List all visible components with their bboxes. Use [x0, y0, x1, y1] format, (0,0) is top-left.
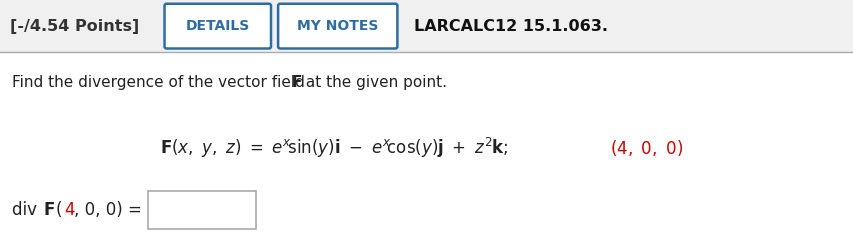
FancyBboxPatch shape	[148, 191, 256, 229]
Text: Find the divergence of the vector field: Find the divergence of the vector field	[12, 75, 310, 90]
Text: (: (	[56, 201, 62, 219]
Text: $(4,\ 0,\ 0)$: $(4,\ 0,\ 0)$	[609, 138, 682, 158]
FancyBboxPatch shape	[165, 4, 270, 49]
Text: , 0, 0) =: , 0, 0) =	[74, 201, 142, 219]
Text: div: div	[12, 201, 42, 219]
Text: MY NOTES: MY NOTES	[297, 19, 378, 33]
Text: at the given point.: at the given point.	[300, 75, 446, 90]
Text: DETAILS: DETAILS	[185, 19, 250, 33]
Text: $\mathbf{F}$: $\mathbf{F}$	[43, 201, 55, 219]
FancyBboxPatch shape	[0, 0, 853, 52]
Text: LARCALC12 15.1.063.: LARCALC12 15.1.063.	[414, 19, 607, 34]
Text: F: F	[292, 75, 302, 90]
Text: [-/4.54 Points]: [-/4.54 Points]	[10, 19, 139, 34]
FancyBboxPatch shape	[278, 4, 397, 49]
FancyBboxPatch shape	[0, 52, 853, 243]
Text: 4: 4	[64, 201, 74, 219]
Text: $\mathbf{F}(x,\ y,\ z)\ =\ e^x\!\sin(y)\mathbf{i}\ -\ e^x\!\cos(y)\mathbf{j}\ +\: $\mathbf{F}(x,\ y,\ z)\ =\ e^x\!\sin(y)\…	[160, 136, 508, 160]
